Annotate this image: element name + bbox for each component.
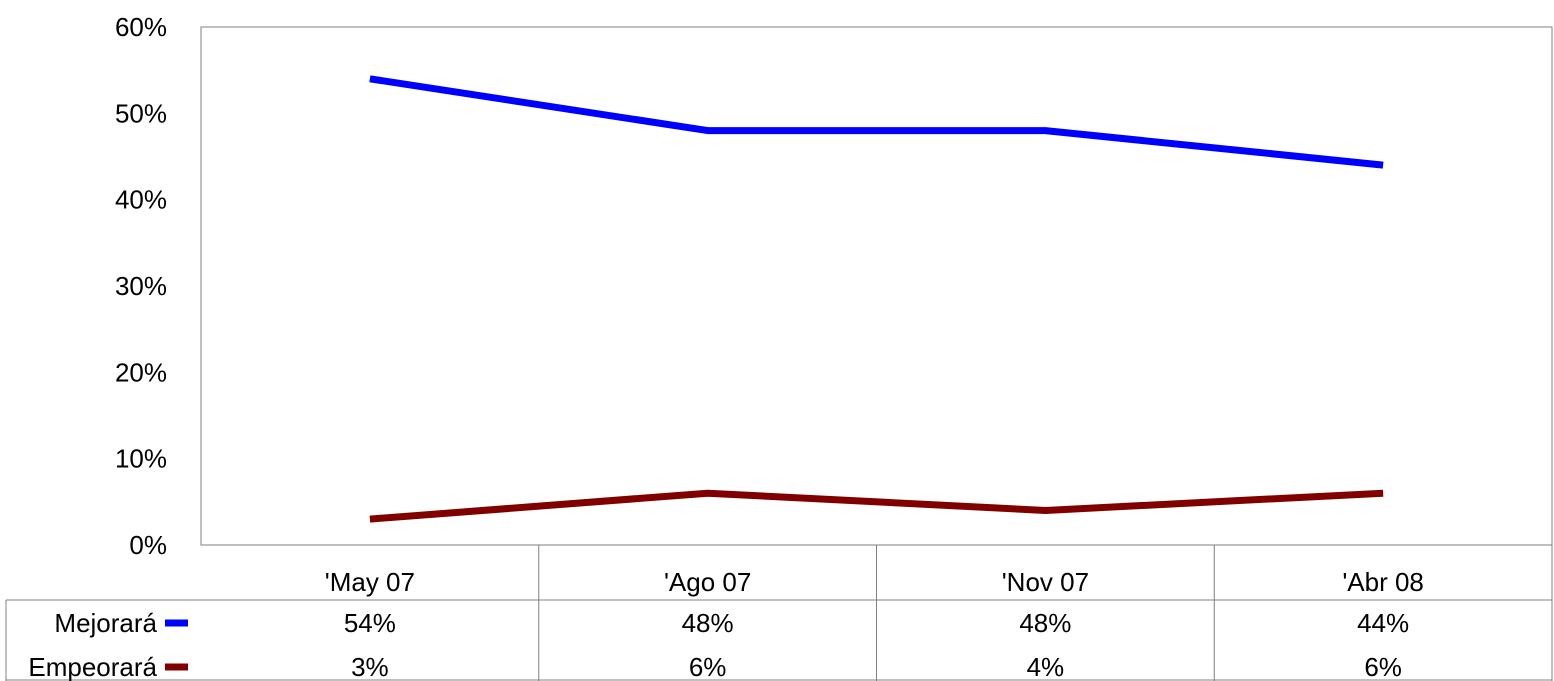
y-tick-label: 20% [115, 357, 167, 387]
x-category-label: 'Abr 08 [1342, 567, 1424, 597]
data-label: 6% [1364, 652, 1402, 681]
y-tick-label: 0% [129, 530, 167, 560]
data-label: 54% [344, 608, 396, 638]
y-tick-label: 10% [115, 444, 167, 474]
series-line [369, 489, 1384, 523]
data-label: 3% [351, 652, 389, 681]
y-axis: 0% 10% 20% 30% 40% 50% 60% [115, 12, 167, 560]
data-table-grid [5, 545, 1553, 681]
data-label: 48% [1019, 608, 1071, 638]
legend-series-name: Empeorará [28, 652, 157, 681]
y-tick-label: 50% [115, 98, 167, 128]
x-category-label: 'May 07 [325, 567, 415, 597]
y-tick-label: 30% [115, 271, 167, 301]
y-tick-label: 40% [115, 185, 167, 215]
x-category-label: 'Ago 07 [664, 567, 751, 597]
x-axis-labels: 'May 07 'Ago 07 'Nov 07 'Abr 08 [325, 567, 1424, 597]
data-label: 44% [1357, 608, 1409, 638]
plot-area [200, 26, 1553, 546]
data-label: 48% [682, 608, 734, 638]
y-tick-label: 60% [115, 12, 167, 42]
series-line [369, 75, 1384, 169]
data-table: Mejorará 54% 48% 48% 44% Empeorará 3% 6% 4% 6% [28, 608, 1409, 681]
legend-series-name: Mejorará [54, 608, 157, 638]
series-lines [369, 75, 1384, 523]
data-label: 6% [689, 652, 727, 681]
x-category-label: 'Nov 07 [1002, 567, 1089, 597]
data-label: 4% [1027, 652, 1065, 681]
